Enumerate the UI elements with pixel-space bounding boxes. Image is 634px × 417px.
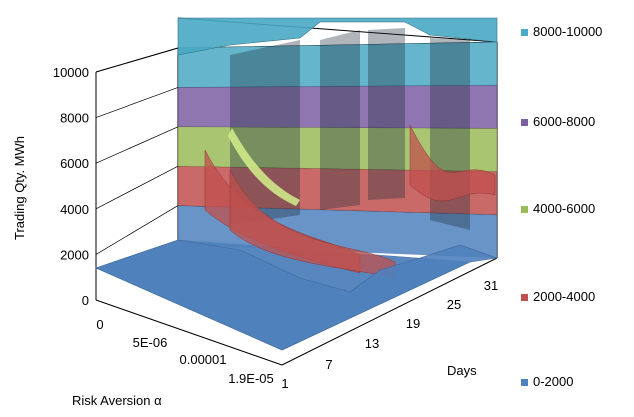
surface-top — [177, 17, 498, 56]
surface-base — [95, 239, 498, 351]
surface — [95, 17, 498, 351]
frame-bottom-right — [281, 257, 498, 366]
z-gridline-left — [95, 205, 179, 255]
legend-swatch — [521, 119, 528, 126]
legend-label: 0-2000 — [533, 374, 573, 389]
y-tick-label: 25 — [447, 297, 461, 312]
surface-band — [178, 42, 497, 88]
z-tick-label: 2000 — [60, 247, 89, 262]
surface-highlight — [228, 128, 300, 206]
legend-label: 4000-6000 — [533, 201, 595, 216]
surface-shade — [230, 40, 300, 225]
legend-swatch — [521, 206, 528, 213]
y-tick-label: 1 — [281, 376, 288, 391]
legend-swatch — [521, 29, 528, 36]
z-gridline-left — [95, 87, 179, 118]
surface-shade — [430, 38, 470, 230]
x-tick-label: 1.9E-05 — [228, 371, 274, 386]
legend-label: 8000-10000 — [533, 24, 602, 39]
z-tick-label: 4000 — [60, 202, 89, 217]
legend: 8000-10000 6000-8000 4000-6000 2000-4000 0-2… — [521, 24, 602, 389]
x-tick-label: 0.00001 — [180, 352, 227, 367]
y-axis-title: Days — [447, 363, 477, 378]
legend-label: 2000-4000 — [533, 289, 595, 304]
surface-shade — [368, 28, 405, 200]
y-tick-label: 31 — [484, 278, 498, 293]
legend-swatch — [521, 294, 528, 301]
legend-label: 6000-8000 — [533, 114, 595, 129]
z-axis-title: Trading Qty. MWh — [12, 136, 27, 240]
x-tick-label: 0 — [96, 317, 103, 332]
y-tick-label: 7 — [325, 357, 332, 372]
z-gridline-left — [95, 47, 179, 73]
y-tick-label: 13 — [365, 336, 379, 351]
x-axis-title: Risk Aversion α — [72, 393, 162, 408]
surface-ridge — [409, 124, 496, 202]
y-tick-label: 19 — [406, 316, 420, 331]
y-axis-ticks: 1 7 13 19 25 31 — [281, 278, 498, 391]
x-tick-label: 5E-06 — [133, 335, 168, 350]
z-tick-label: 8000 — [60, 111, 89, 126]
z-tick-label: 10000 — [53, 65, 89, 80]
frame-bottom-left — [95, 299, 283, 366]
z-tick-label: 6000 — [60, 156, 89, 171]
z-axis-ticks: 0 2000 4000 6000 8000 10000 — [53, 65, 89, 308]
surface-band — [178, 85, 497, 129]
z-gridline-left — [95, 126, 179, 164]
surface-shade — [320, 30, 360, 210]
z-gridline-left — [95, 165, 179, 210]
z-tick-label: 0 — [82, 293, 89, 308]
legend-swatch — [521, 379, 528, 386]
